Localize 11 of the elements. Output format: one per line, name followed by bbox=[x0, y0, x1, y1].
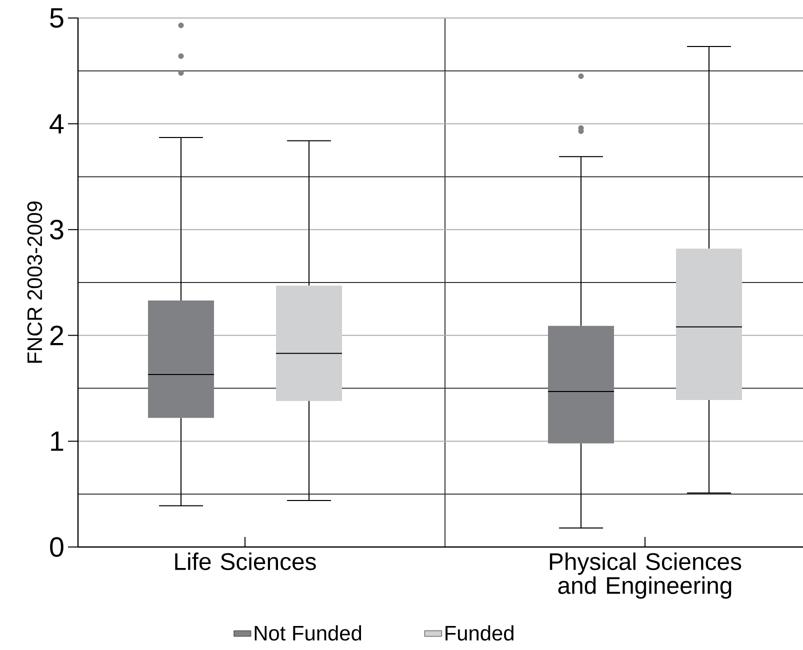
legend-label: Not Funded bbox=[254, 625, 362, 641]
y-tick-label: 0 bbox=[50, 537, 64, 557]
y-tick-label: 1 bbox=[51, 432, 64, 451]
legend-label: Funded bbox=[446, 625, 514, 641]
y-tick-label: 5 bbox=[50, 8, 64, 28]
x-tick-label: Life Sciences bbox=[175, 552, 316, 570]
x-tick-label: Physical Sciences and Engineering bbox=[550, 552, 742, 599]
y-tick-label: 3 bbox=[50, 220, 64, 240]
y-tick-label: 2 bbox=[50, 326, 64, 346]
y-tick-label: 4 bbox=[50, 114, 64, 134]
y-axis-title: FNCR 2003-2009 bbox=[27, 202, 42, 363]
